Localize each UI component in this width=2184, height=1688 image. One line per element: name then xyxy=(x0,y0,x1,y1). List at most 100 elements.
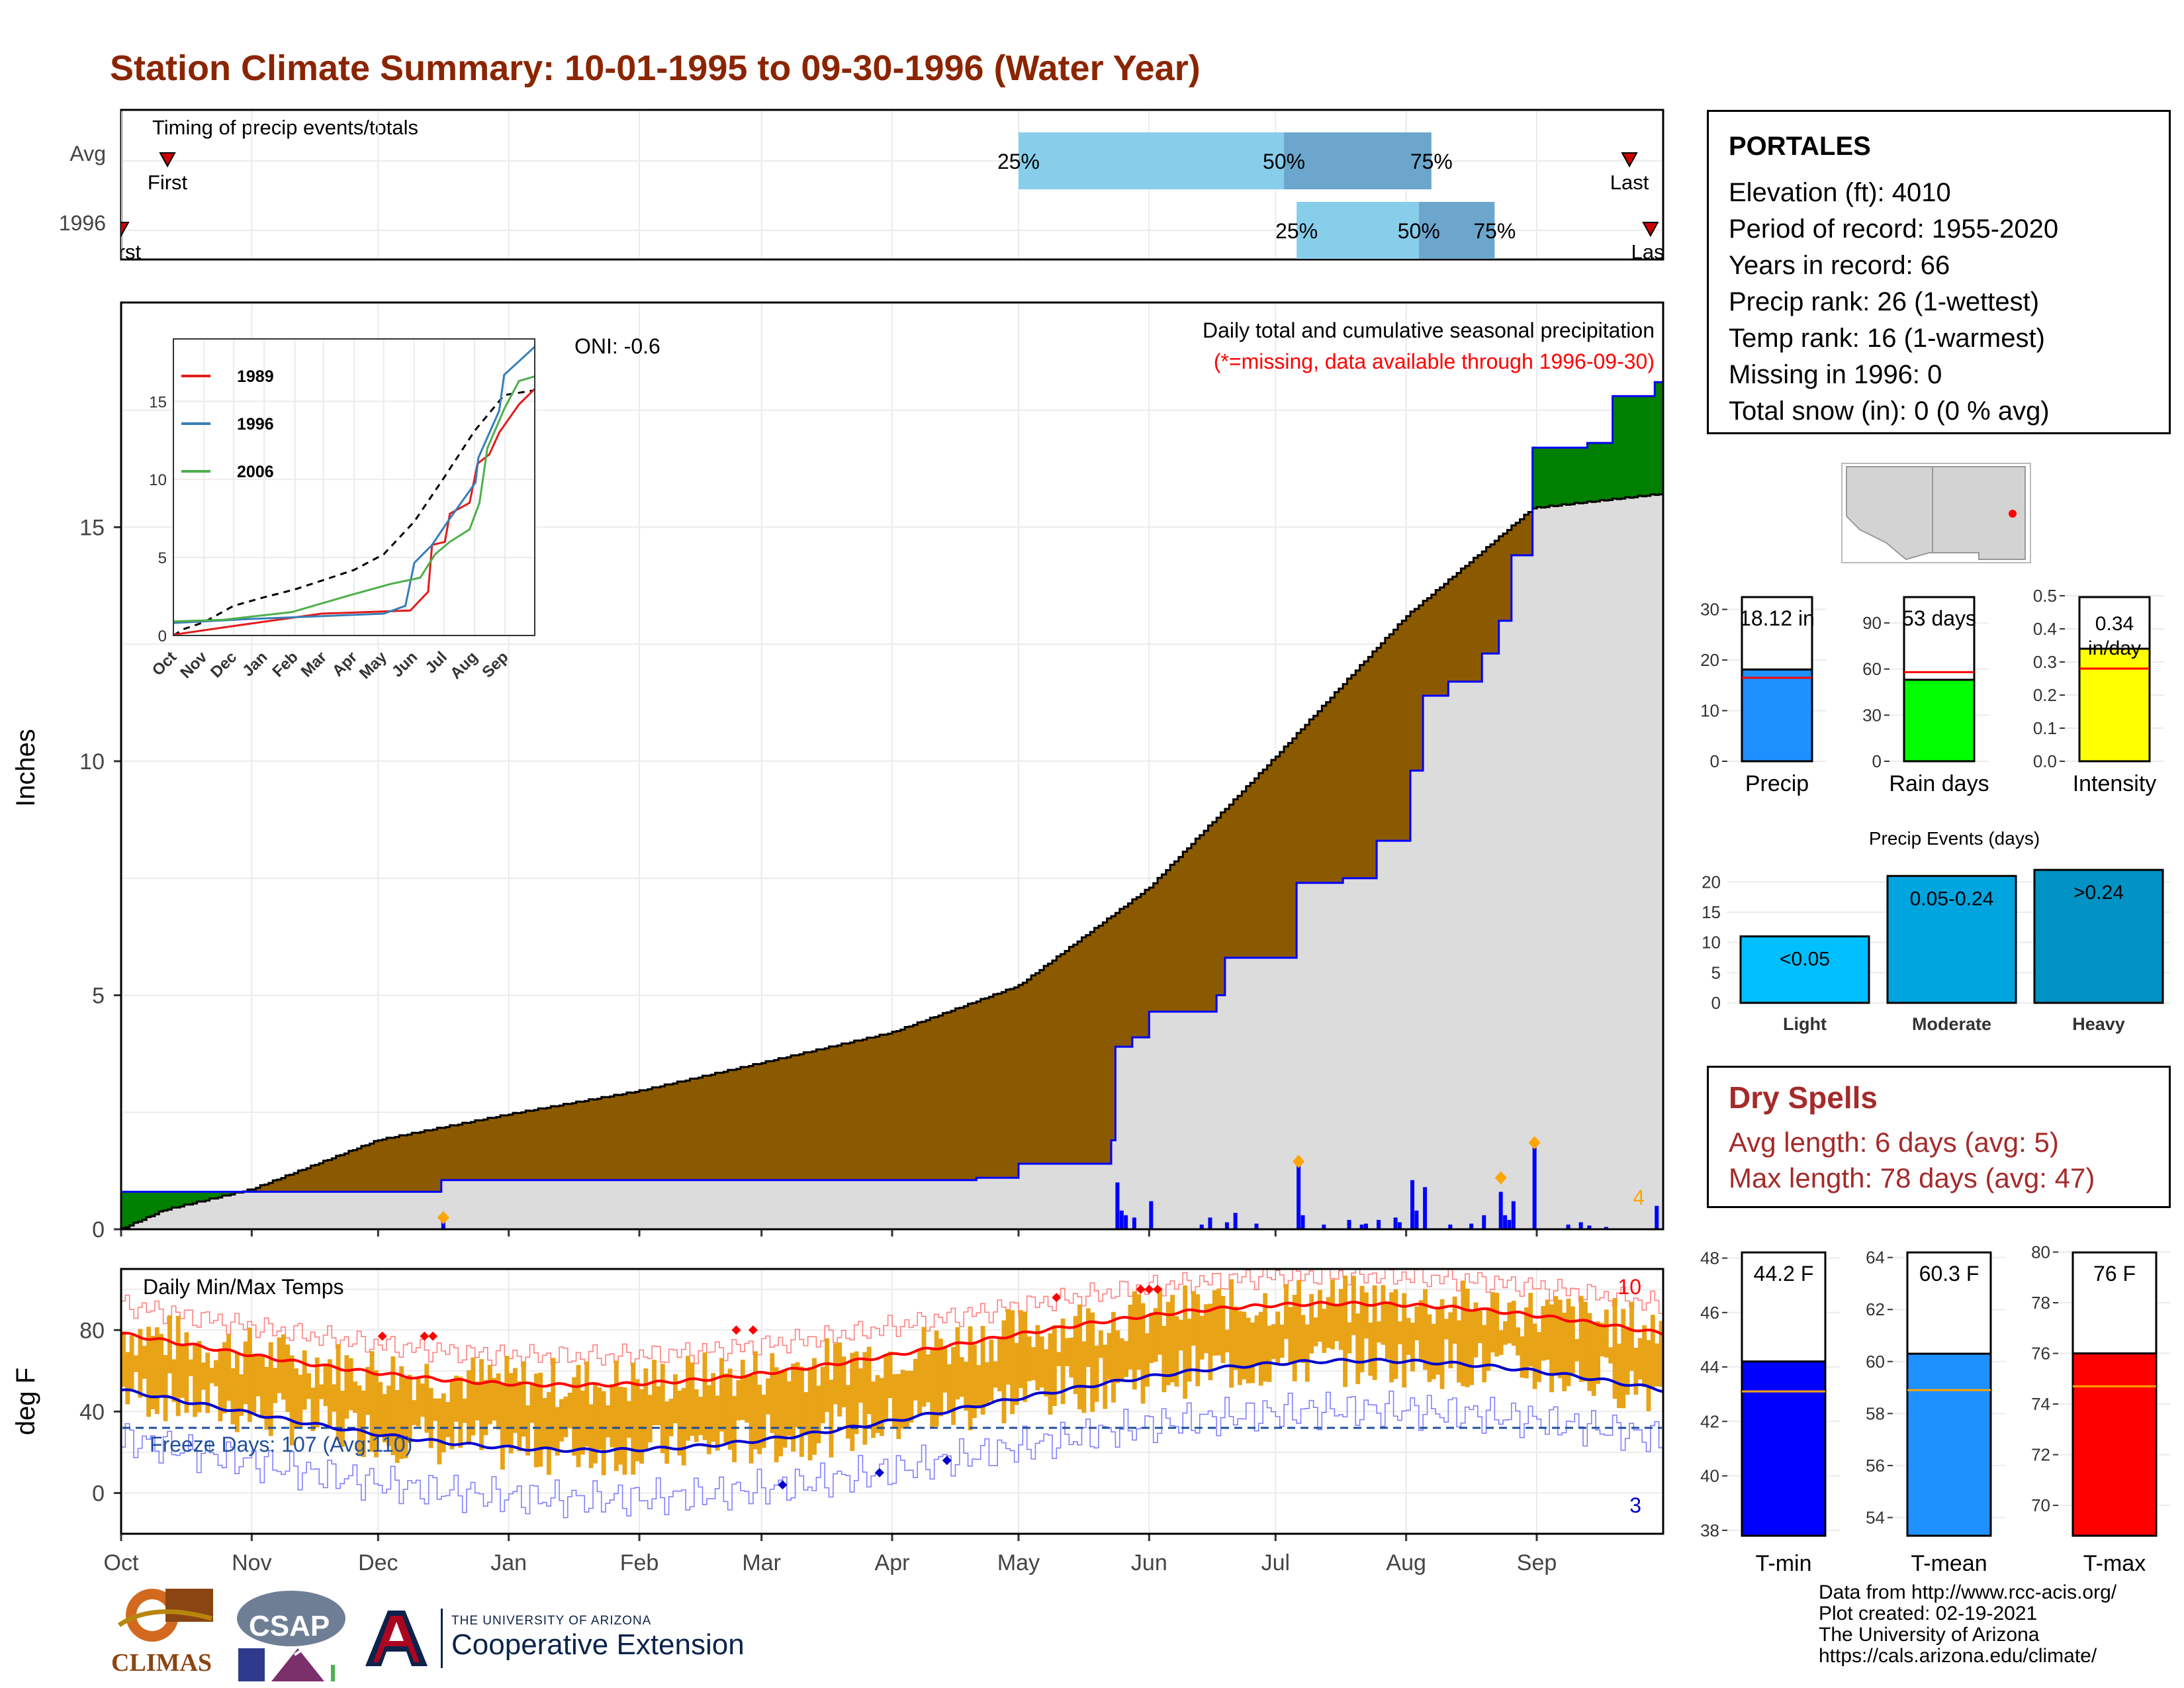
daily-temp-bar xyxy=(533,1373,539,1468)
precip-deficit-fill xyxy=(993,994,998,1178)
daily-temp-bar xyxy=(896,1374,901,1439)
precip-deficit-fill xyxy=(766,1061,770,1180)
precip-deficit-fill xyxy=(1056,956,1062,1164)
precip-deficit-fill xyxy=(925,1020,931,1180)
precip-surplus-fill xyxy=(226,1192,232,1196)
precip-surplus-fill xyxy=(1574,447,1580,503)
precip-deficit-fill xyxy=(513,1113,518,1180)
daily-temp-bar xyxy=(382,1393,387,1442)
precip-deficit-fill xyxy=(1507,530,1512,621)
daily-temp-bar xyxy=(884,1354,889,1421)
precip-deficit-fill xyxy=(1039,970,1044,1164)
daily-temp-bar xyxy=(985,1362,989,1405)
daily-temp-bar xyxy=(1439,1299,1445,1389)
precip-deficit-fill xyxy=(399,1135,404,1192)
daily-precip-bar xyxy=(1655,1205,1659,1229)
daily-temp-bar xyxy=(281,1334,286,1400)
daily-temp-bar xyxy=(285,1344,291,1413)
daily-temp-bar xyxy=(1014,1342,1019,1405)
daily-temp-bar xyxy=(1498,1330,1504,1355)
precip-deficit-fill xyxy=(1187,848,1192,1012)
daily-temp-bar xyxy=(1161,1326,1167,1393)
precip-annotation-missing: (*=missing, data available through 1996-… xyxy=(1214,350,1655,373)
precip-deficit-fill xyxy=(690,1078,695,1180)
precip-deficit-fill xyxy=(896,1031,901,1180)
summary-ytick-label: 0 xyxy=(1710,751,1719,771)
precip-surplus-fill xyxy=(188,1192,193,1205)
daily-temp-bar xyxy=(517,1381,522,1452)
summary-ytick-label: 64 xyxy=(1866,1248,1885,1268)
daily-temp-bar xyxy=(1389,1292,1394,1383)
daily-temp-bar xyxy=(1423,1289,1428,1370)
daily-temp-bar xyxy=(412,1400,417,1425)
precip-deficit-fill xyxy=(1288,743,1293,958)
daily-temp-bar xyxy=(875,1375,880,1433)
precip-deficit-fill xyxy=(622,1094,627,1180)
daily-temp-bar xyxy=(1557,1299,1563,1378)
daily-temp-bar xyxy=(365,1366,371,1415)
daily-temp-bar xyxy=(905,1370,909,1428)
daily-temp-bar xyxy=(230,1368,236,1425)
daily-temp-bar xyxy=(239,1374,244,1416)
daily-temp-bar xyxy=(521,1361,526,1437)
precip-deficit-fill xyxy=(1279,752,1285,958)
precip-deficit-fill xyxy=(1140,894,1146,1038)
precip-deficit-fill xyxy=(1094,927,1099,1164)
precip-surplus-fill xyxy=(1629,396,1635,498)
daily-temp-bar xyxy=(567,1392,572,1429)
daily-temp-bar xyxy=(660,1364,665,1454)
daily-temp-bar xyxy=(445,1402,451,1437)
precip-deficit-fill xyxy=(1498,536,1504,621)
precip-surplus-fill xyxy=(209,1192,214,1199)
daily-temp-bar xyxy=(1187,1319,1192,1382)
precip-deficit-fill xyxy=(281,1178,286,1192)
precip-surplus-fill xyxy=(171,1192,177,1208)
daily-temp-bar xyxy=(1549,1304,1554,1393)
daily-temp-bar xyxy=(639,1389,644,1464)
daily-temp-bar xyxy=(1140,1303,1146,1404)
precip-annotation-title: Daily total and cumulative seasonal prec… xyxy=(1203,318,1655,342)
daily-temp-bar xyxy=(1372,1285,1377,1380)
month-label: May xyxy=(997,1550,1040,1575)
daily-temp-bar xyxy=(1516,1327,1521,1356)
daily-temp-bar xyxy=(858,1368,863,1403)
daily-temp-bar xyxy=(1616,1343,1621,1409)
precip-deficit-fill xyxy=(749,1066,754,1180)
summary-ytick-label: 42 xyxy=(1700,1411,1719,1431)
daily-temp-bar xyxy=(1304,1324,1310,1382)
daily-temp-bar xyxy=(1469,1310,1475,1385)
daily-temp-bar xyxy=(1448,1312,1453,1369)
daily-temp-bar xyxy=(428,1387,433,1448)
daily-precip-bar xyxy=(1482,1215,1486,1229)
summary-ytick-label: 20 xyxy=(1700,650,1719,670)
summary-bar xyxy=(1741,1360,1827,1537)
daily-precip-bar xyxy=(1224,1222,1229,1229)
precip-deficit-fill xyxy=(597,1098,602,1180)
precip-deficit-fill xyxy=(1060,954,1066,1164)
locator-map-states xyxy=(1846,466,2026,561)
daily-temp-bar xyxy=(1359,1286,1365,1373)
precip-deficit-fill xyxy=(732,1070,737,1180)
precip-deficit-fill xyxy=(1183,851,1188,1012)
daily-temp-bar xyxy=(260,1356,265,1419)
summary-ytick-label: 44 xyxy=(1700,1357,1719,1377)
summary-ytick-label: 74 xyxy=(2031,1394,2050,1414)
cumulative-observed-line xyxy=(121,381,1663,1193)
precip-deficit-fill xyxy=(1297,733,1302,883)
daily-temp-bar xyxy=(255,1356,261,1397)
daily-temp-bar xyxy=(193,1345,198,1417)
timing-bar-25-50 xyxy=(1297,202,1419,259)
daily-temp-bar xyxy=(752,1351,758,1450)
precip-deficit-fill xyxy=(467,1123,471,1180)
precip-deficit-fill xyxy=(1465,565,1470,682)
daily-temp-bar xyxy=(1377,1321,1381,1342)
precip-deficit-fill xyxy=(1355,670,1361,878)
daily-temp-bar xyxy=(1330,1279,1335,1350)
daily-temp-bar xyxy=(1224,1329,1230,1353)
daily-temp-bar xyxy=(1208,1303,1213,1381)
daily-temp-bar xyxy=(1473,1302,1479,1358)
precip-deficit-fill xyxy=(559,1105,565,1180)
precip-surplus-fill xyxy=(142,1192,147,1220)
record-high-marker xyxy=(731,1325,741,1335)
daily-precip-bar xyxy=(1566,1224,1570,1229)
